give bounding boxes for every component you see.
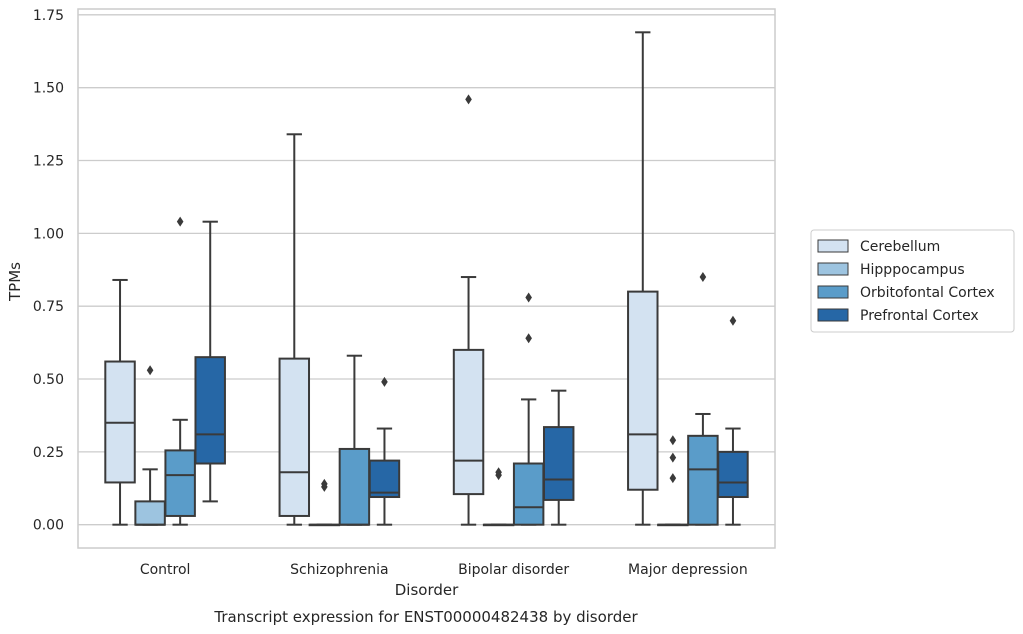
box-plot-box	[338, 354, 371, 526]
box-iqr	[278, 357, 311, 517]
box-iqr	[194, 356, 226, 465]
outlier-point	[525, 333, 532, 344]
legend-swatch	[817, 239, 849, 253]
outlier-point	[729, 315, 737, 326]
legend-item: Cerebellum	[817, 239, 940, 255]
x-tick-label: Bipolar disorder	[458, 562, 569, 578]
box-iqr	[368, 459, 401, 499]
y-tick-labels: 0.00 0.25 0.50 0.75 1.00 1.25 1.50 1.75	[33, 8, 64, 534]
legend-swatch	[817, 285, 849, 299]
outlier-point	[699, 272, 707, 283]
box-plot-box	[278, 133, 311, 526]
legend-label: Cerebellum	[860, 239, 940, 255]
box-plot-box	[194, 220, 226, 503]
x-axis-label: Disorder	[395, 581, 459, 599]
box-plot-box	[482, 467, 515, 527]
legend-label: Hipppocampus	[860, 262, 965, 278]
box-iqr	[134, 500, 166, 526]
box-plot-box	[104, 278, 136, 526]
box-iqr	[164, 449, 196, 517]
box-plot-box	[687, 272, 719, 526]
legend-label: Prefrontal Cortex	[860, 308, 979, 324]
box-plot-box	[164, 216, 196, 526]
box-plot-box	[627, 31, 659, 526]
y-axis-label: TPMs	[6, 262, 24, 302]
box-iqr	[687, 434, 719, 526]
y-tick-label: 0.50	[33, 372, 64, 388]
legend: Cerebellum Hipppocampus Orbitofontal Corte…	[810, 229, 1015, 333]
plot-frame	[77, 8, 776, 549]
outlier-point	[669, 452, 677, 463]
outlier-point	[146, 365, 154, 376]
box-iqr	[542, 426, 575, 501]
y-tick-label: 1.00	[33, 226, 64, 242]
legend-item: Prefrontal Cortex	[817, 308, 979, 324]
outlier-point	[669, 473, 677, 484]
box-plot-box	[657, 435, 689, 527]
box-plot-box	[717, 315, 749, 526]
box-plot-box	[542, 389, 575, 526]
box-plot-box	[308, 478, 341, 527]
legend-swatch	[817, 262, 849, 276]
box-iqr	[338, 447, 371, 526]
box-iqr	[452, 348, 485, 496]
y-tick-label: 0.25	[33, 445, 64, 461]
legend-swatch	[817, 308, 849, 322]
x-tick-label: Control	[140, 562, 191, 578]
y-tick-label: 0.75	[33, 299, 64, 315]
y-tick-label: 1.75	[33, 8, 64, 24]
box-plot-box	[512, 292, 545, 526]
x-tick-labels: Control Schizophrenia Bipolar disorder Majo…	[140, 562, 748, 578]
x-tick-label: Major depression	[628, 562, 748, 578]
box-plot-box	[452, 94, 485, 526]
chart-caption: Transcript expression for ENST0000048243…	[213, 608, 638, 626]
box-plot-series	[104, 31, 749, 527]
outlier-point	[381, 376, 388, 387]
legend-item: Orbitofontal Cortex	[817, 285, 995, 301]
outlier-point	[321, 478, 328, 489]
y-tick-label: 1.25	[33, 154, 64, 170]
outlier-point	[495, 467, 502, 478]
box-plot-box	[368, 376, 401, 526]
y-tick-label: 1.50	[33, 81, 64, 97]
outlier-point	[465, 94, 472, 105]
x-tick-label: Schizophrenia	[290, 562, 388, 578]
y-gridlines	[78, 14, 775, 526]
outlier-point	[669, 435, 677, 446]
legend-label: Orbitofontal Cortex	[860, 285, 995, 301]
box-plot-box	[134, 365, 166, 526]
outlier-point	[176, 216, 184, 227]
outlier-point	[525, 292, 532, 303]
box-iqr	[627, 290, 659, 491]
legend-frame	[810, 229, 1015, 333]
box-iqr	[717, 450, 749, 499]
legend-item: Hipppocampus	[817, 262, 965, 278]
box-iqr	[512, 462, 545, 526]
y-tick-label: 0.00	[33, 518, 64, 534]
